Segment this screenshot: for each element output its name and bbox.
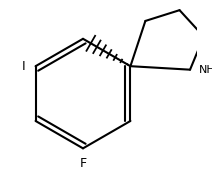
- Text: F: F: [80, 157, 86, 170]
- Text: NH: NH: [198, 65, 212, 75]
- Text: I: I: [22, 60, 26, 73]
